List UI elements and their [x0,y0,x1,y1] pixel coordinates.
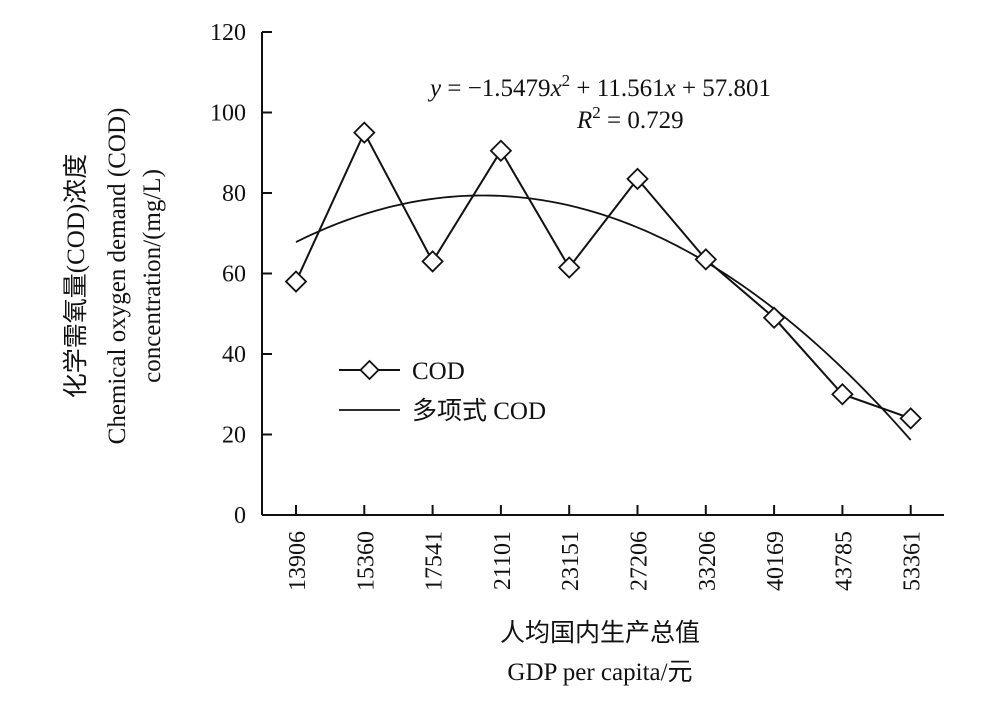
cod-point [694,248,718,271]
x-tick-label: 15360 [353,531,379,591]
cod-point [626,167,649,191]
cod-point [557,256,581,279]
cod-point [831,382,854,406]
cod-point [762,306,786,330]
x-tick-label: 23151 [558,531,584,591]
y-axis-title-en-1: Chemical oxygen demand (COD) [104,108,131,445]
y-ticks: 0 20 40 60 80 100 120 [210,20,272,529]
y-axis-title-en-2: concentration/(mg/L) [139,169,166,383]
y-tick-label: 120 [210,20,246,46]
x-axis-title-en: GDP per capita/元 [507,659,692,686]
legend-cod-label: COD [412,358,465,385]
cod-markers [284,121,922,430]
x-tick-label: 17541 [422,531,448,591]
x-tick-label: 21101 [490,531,516,590]
y-axis-title-group: 化学需氧量(COD)浓度 Chemical oxygen demand (COD… [62,108,166,445]
y-tick-label: 40 [222,342,246,368]
x-tick-label: 40169 [763,531,789,591]
polynomial-fit-line [295,194,912,441]
cod-point [353,121,376,144]
cod-point [899,407,922,430]
x-tick-label: 33206 [695,531,721,591]
y-tick-label: 80 [222,181,246,207]
y-tick-label: 0 [234,503,246,529]
cod-point [284,270,308,293]
cod-series-line [295,130,912,420]
legend-fit-label: 多项式 COD [412,397,546,425]
y-tick-label: 20 [222,423,246,449]
y-axis-title-cn: 化学需氧量(COD)浓度 [62,154,90,398]
x-tick-label: 27206 [627,531,653,591]
y-tick-label: 60 [222,262,246,288]
cod-point [421,250,444,273]
x-tick-label: 53361 [900,531,926,591]
regression-equation: y = −1.5479x2 + 11.561x + 57.801 [427,71,771,102]
x-tick-label: 13906 [285,531,311,591]
x-axis-title-cn: 人均国内生产总值 [500,619,700,647]
legend: COD 多项式 COD [339,358,546,425]
y-tick-label: 100 [210,101,246,127]
cod-point [489,139,513,163]
r-squared-label: R2 = 0.729 [576,103,684,134]
x-ticks: 13906 15360 17541 21101 23151 27206 33206 40169… [285,505,926,591]
x-tick-label: 43785 [831,531,857,591]
legend-cod-marker [359,359,380,381]
